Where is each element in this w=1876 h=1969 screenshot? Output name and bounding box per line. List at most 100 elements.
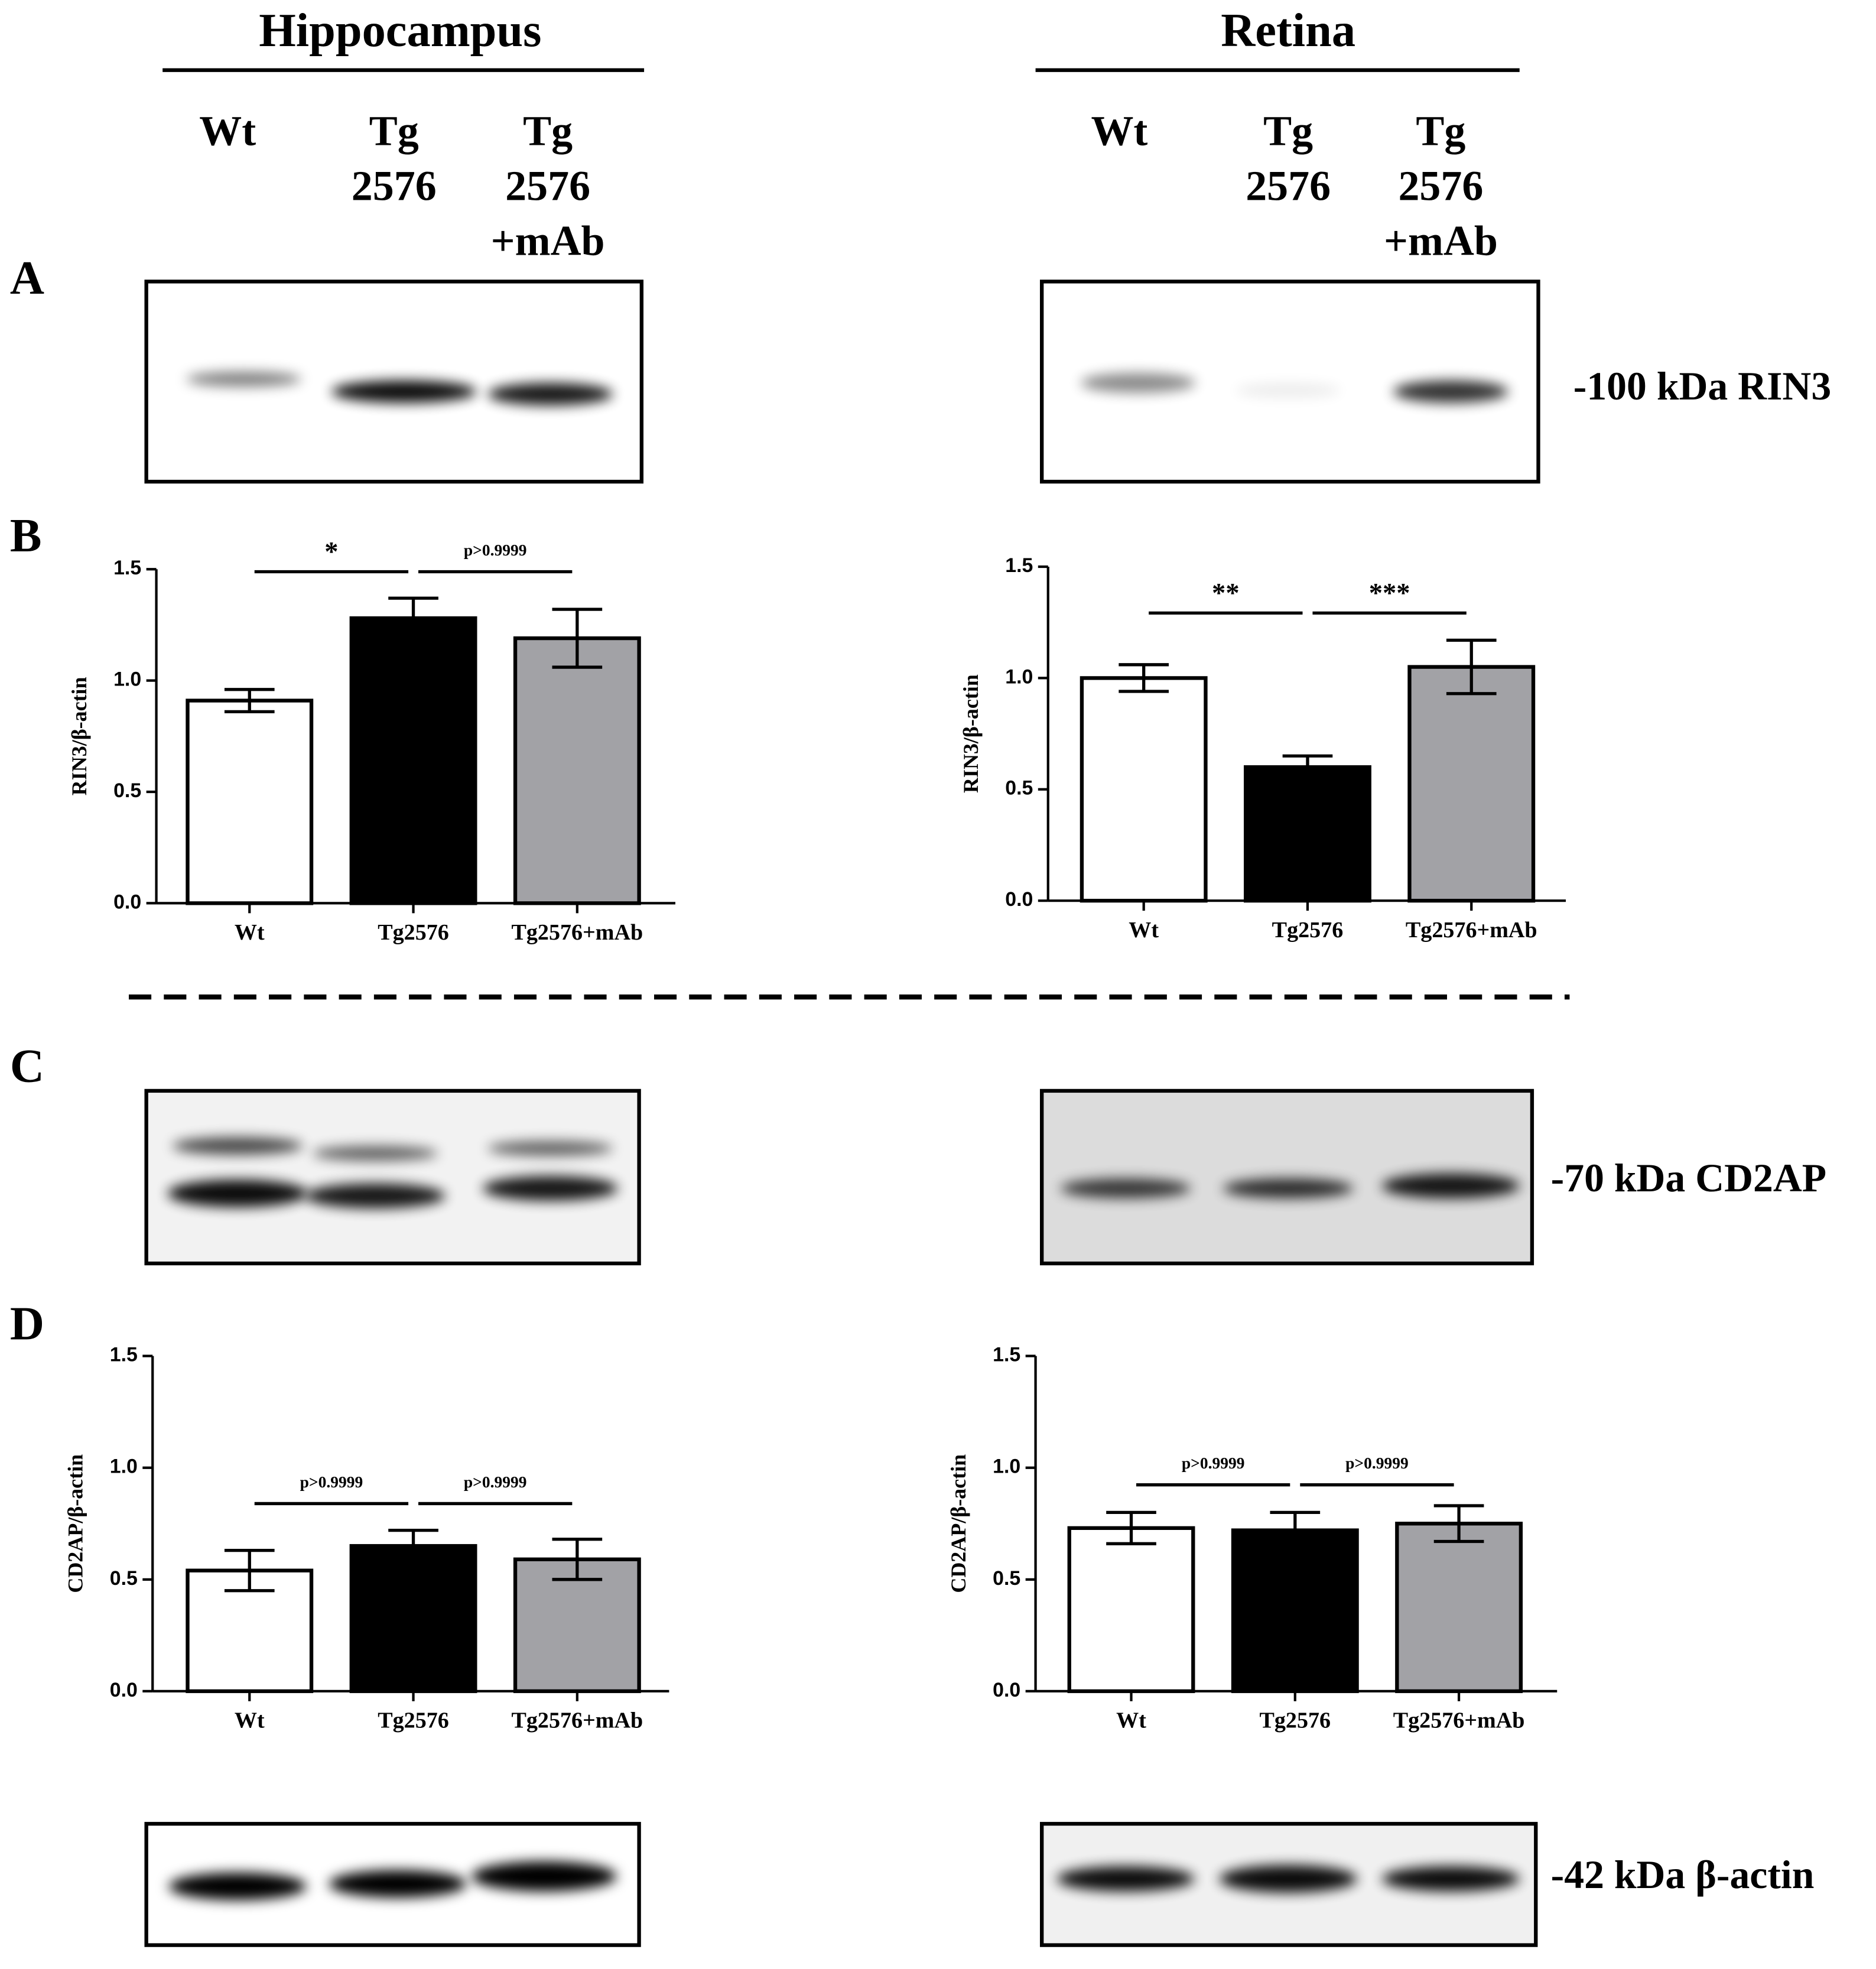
blot-frame xyxy=(144,280,644,484)
lane-label: Wt xyxy=(1091,107,1147,154)
column-title: Hippocampus xyxy=(259,4,541,57)
blot-band xyxy=(173,1137,303,1155)
blot-band xyxy=(1080,372,1196,393)
x-tick-label: Wt xyxy=(1116,1708,1146,1733)
blot-band xyxy=(487,1141,613,1156)
x-tick-label: Tg2576 xyxy=(378,920,449,945)
blot-band xyxy=(471,1861,617,1892)
y-tick-label: 1.5 xyxy=(113,557,141,579)
significance-label: *** xyxy=(1369,578,1410,608)
bar xyxy=(513,1557,641,1694)
blot-band xyxy=(167,1180,308,1207)
y-tick-label: 1.5 xyxy=(993,1344,1020,1366)
x-tick-label: Tg2576+mAb xyxy=(511,1708,643,1733)
blot-band xyxy=(313,1146,438,1161)
x-tick-label: Wt xyxy=(1129,918,1159,943)
blot-band xyxy=(1223,1178,1354,1198)
lane-label: 2576 xyxy=(505,162,590,209)
blot-band xyxy=(186,371,302,387)
lane-label: +mAb xyxy=(1384,217,1498,265)
lane-label: 2576 xyxy=(1398,162,1483,209)
significance-label: * xyxy=(324,537,338,567)
blot-band xyxy=(483,1175,618,1201)
y-tick-label: 1.0 xyxy=(113,668,141,691)
x-tick-label: Tg2576+mAb xyxy=(1393,1708,1525,1733)
y-tick-label: 0.5 xyxy=(113,779,141,802)
blot-label: -42 kDa β-actin xyxy=(1551,1853,1815,1897)
y-tick-label: 0.0 xyxy=(1005,888,1033,911)
lane-label: +mAb xyxy=(491,217,605,265)
y-axis-label: RIN3/β-actin xyxy=(959,674,983,793)
lane-label: Tg xyxy=(1416,107,1465,154)
bar xyxy=(1244,765,1371,903)
panel-letter: A xyxy=(10,252,44,304)
blot-band xyxy=(1056,1866,1195,1892)
bar xyxy=(349,1544,477,1694)
blot-band xyxy=(1381,1866,1520,1892)
panel-letter: B xyxy=(10,509,42,562)
y-axis-label: CD2AP/β-actin xyxy=(63,1454,87,1593)
bar xyxy=(513,636,641,905)
blot-band xyxy=(1219,1865,1357,1893)
significance-label: p>0.9999 xyxy=(464,1473,527,1491)
x-tick-label: Wt xyxy=(235,1708,265,1733)
x-tick-label: Tg2576 xyxy=(378,1708,449,1733)
y-tick-label: 0.5 xyxy=(993,1567,1020,1590)
panel-letter: D xyxy=(10,1298,44,1350)
y-tick-label: 1.0 xyxy=(993,1455,1020,1478)
bar xyxy=(1395,1522,1523,1694)
lane-label: Tg xyxy=(369,107,419,154)
x-tick-label: Tg2576+mAb xyxy=(511,920,643,945)
blot-frame xyxy=(144,1822,641,1947)
x-tick-label: Tg2576 xyxy=(1272,918,1344,943)
y-tick-label: 1.5 xyxy=(1005,554,1033,577)
x-tick-label: Tg2576+mAb xyxy=(1406,918,1537,943)
blot-label: -100 kDa RIN3 xyxy=(1573,364,1831,408)
blot-band xyxy=(1393,380,1508,403)
bar xyxy=(349,616,477,905)
bar xyxy=(186,1568,314,1694)
lane-label: Tg xyxy=(523,107,573,154)
y-tick-label: 0.0 xyxy=(113,891,141,913)
x-tick-label: Wt xyxy=(235,920,265,945)
y-tick-label: 0.5 xyxy=(110,1567,138,1590)
y-tick-label: 1.0 xyxy=(110,1455,138,1478)
blot-label: -70 kDa CD2AP xyxy=(1551,1156,1826,1200)
bar xyxy=(1231,1528,1359,1694)
blot-band xyxy=(1381,1173,1520,1198)
blot-band xyxy=(329,1870,467,1898)
y-tick-label: 1.5 xyxy=(110,1344,138,1366)
lane-label: 2576 xyxy=(1246,162,1331,209)
blot-band xyxy=(168,1872,307,1900)
bar xyxy=(1067,1526,1195,1694)
significance-label: p>0.9999 xyxy=(464,541,527,559)
blot-frame xyxy=(144,1089,641,1266)
x-tick-label: Tg2576 xyxy=(1260,1708,1331,1733)
blot-band xyxy=(1236,382,1341,398)
blot-band xyxy=(487,382,613,405)
blot-frame xyxy=(1040,1089,1534,1266)
bar xyxy=(186,698,314,905)
y-tick-label: 1.0 xyxy=(1005,665,1033,688)
significance-label: p>0.9999 xyxy=(300,1473,363,1491)
y-tick-label: 0.0 xyxy=(110,1679,138,1701)
y-axis-label: RIN3/β-actin xyxy=(67,677,91,795)
y-tick-label: 0.0 xyxy=(993,1679,1020,1701)
significance-label: ** xyxy=(1212,578,1240,608)
lane-label: Tg xyxy=(1263,107,1313,154)
blot-frame xyxy=(1040,1822,1538,1947)
y-axis-label: CD2AP/β-actin xyxy=(947,1454,970,1593)
bar xyxy=(1080,676,1208,903)
panel-letter: C xyxy=(10,1040,44,1093)
y-tick-label: 0.5 xyxy=(1005,777,1033,800)
significance-label: p>0.9999 xyxy=(1345,1454,1409,1472)
blot-band xyxy=(331,380,477,403)
column-title: Retina xyxy=(1221,4,1355,57)
blot-frame xyxy=(1040,280,1540,484)
lane-label: Wt xyxy=(199,107,256,154)
blot-band xyxy=(1060,1178,1191,1198)
significance-label: p>0.9999 xyxy=(1182,1454,1245,1472)
bar xyxy=(1407,665,1536,903)
